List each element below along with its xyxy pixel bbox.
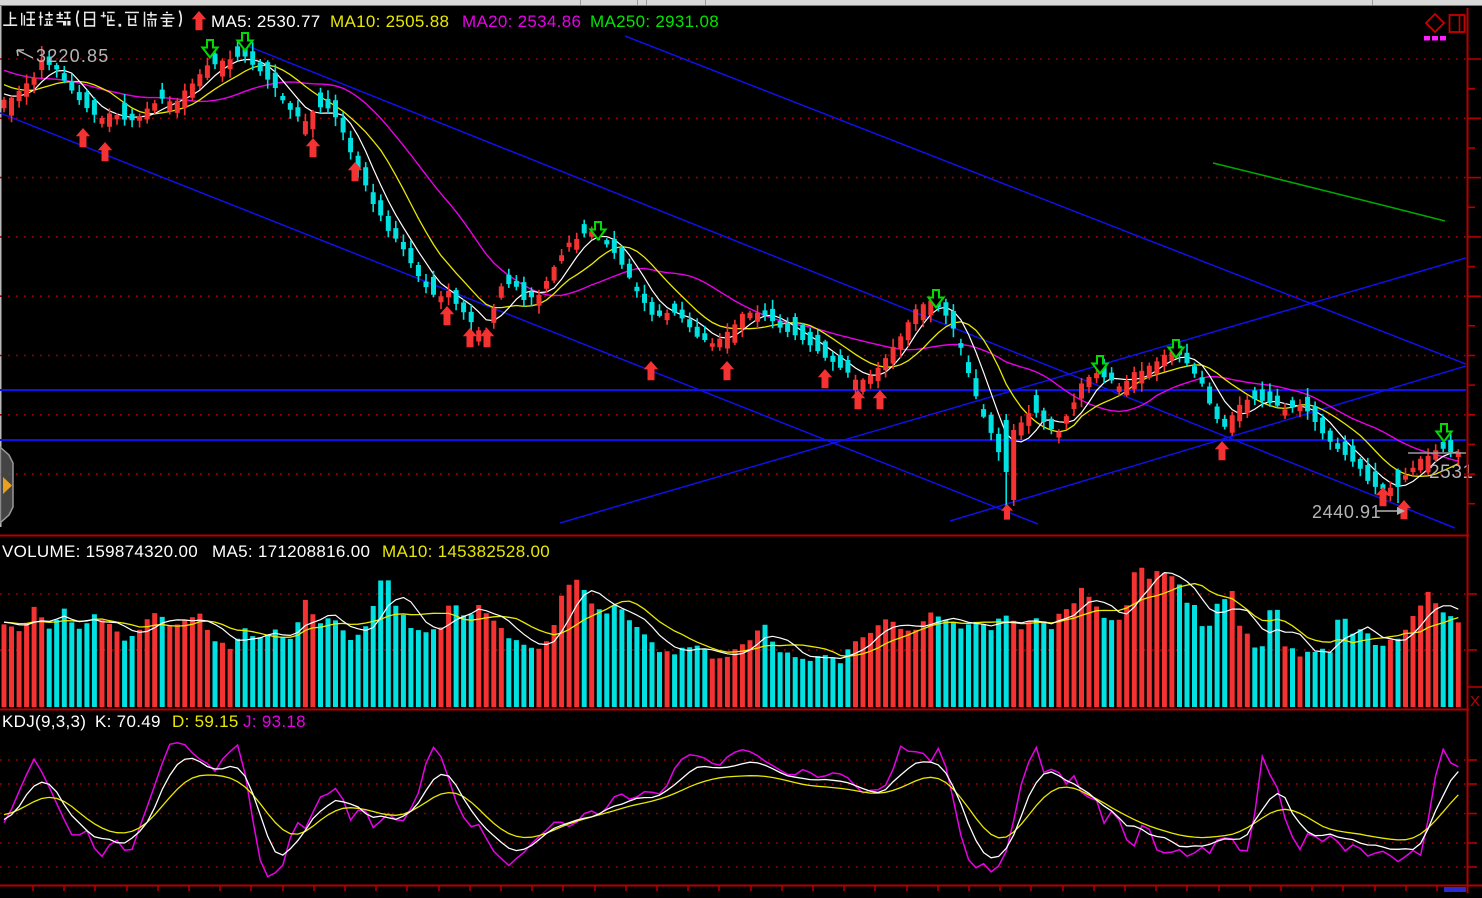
svg-text:MA5: 2530.77: MA5: 2530.77 xyxy=(211,12,320,31)
svg-text:3220.85: 3220.85 xyxy=(36,46,109,66)
svg-text:K: 70.49: K: 70.49 xyxy=(95,712,161,731)
svg-text:D: 59.15: D: 59.15 xyxy=(172,712,239,731)
svg-text:2531: 2531 xyxy=(1429,462,1474,483)
svg-text:MA20: 2534.86: MA20: 2534.86 xyxy=(462,12,581,31)
svg-text:MA250: 2931.08: MA250: 2931.08 xyxy=(590,12,719,31)
svg-text:J: 93.18: J: 93.18 xyxy=(243,712,306,731)
svg-text:2440.91: 2440.91 xyxy=(1312,502,1381,522)
svg-text:MA10: 145382528.00: MA10: 145382528.00 xyxy=(382,542,550,561)
svg-text:VOLUME: 159874320.00: VOLUME: 159874320.00 xyxy=(2,542,198,561)
svg-text:MA5: 171208816.00: MA5: 171208816.00 xyxy=(212,542,370,561)
svg-text:X: X xyxy=(1470,693,1480,710)
svg-text:MA10: 2505.88: MA10: 2505.88 xyxy=(330,12,449,31)
svg-text:KDJ(9,3,3): KDJ(9,3,3) xyxy=(2,712,86,731)
